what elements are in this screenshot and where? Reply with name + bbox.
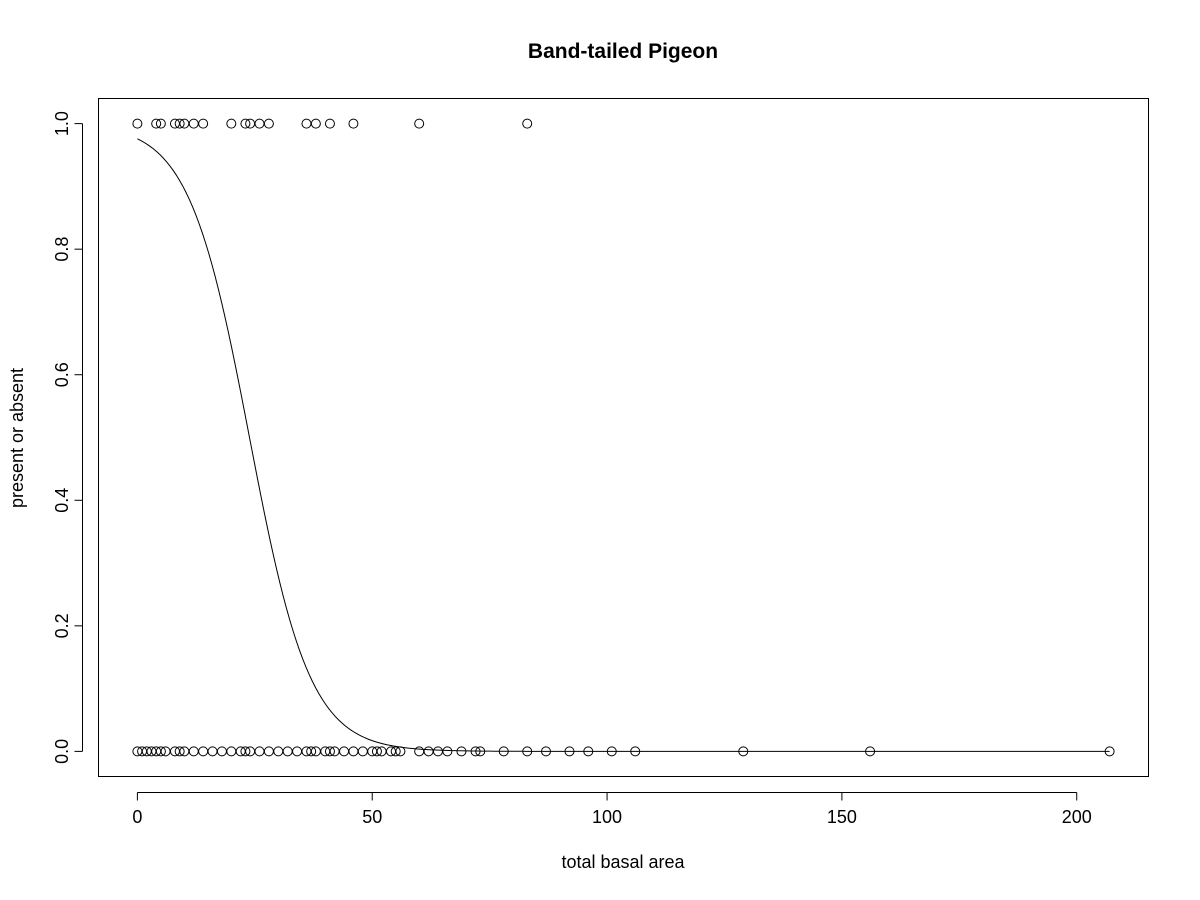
data-point-absent — [470, 746, 481, 757]
data-point-absent — [292, 746, 303, 757]
data-points — [132, 118, 1115, 757]
data-point-present — [301, 118, 312, 129]
data-point-absent — [348, 746, 359, 757]
data-point-absent — [207, 746, 218, 757]
data-point-present — [174, 118, 185, 129]
data-point-absent — [155, 746, 166, 757]
data-point-present — [240, 118, 251, 129]
y-tick-label: 0.4 — [52, 488, 72, 513]
data-point-absent — [324, 746, 335, 757]
x-axis: 0 50 100 150 200 — [132, 792, 1092, 827]
data-point-absent — [339, 746, 350, 757]
data-point-absent — [498, 746, 509, 757]
data-point-absent — [541, 746, 552, 757]
data-point-absent — [865, 746, 876, 757]
plot-frame — [98, 98, 1149, 777]
y-axis: 0.0 0.2 0.4 0.6 0.8 1.0 — [52, 111, 83, 764]
y-tick-label: 0.2 — [52, 613, 72, 638]
data-point-absent — [423, 746, 434, 757]
data-point-absent — [273, 746, 284, 757]
data-point-absent — [738, 746, 749, 757]
data-point-present — [132, 118, 143, 129]
data-point-absent — [174, 746, 185, 757]
data-point-absent — [188, 746, 199, 757]
data-point-absent — [442, 746, 453, 757]
data-point-present — [414, 118, 425, 129]
data-point-absent — [456, 746, 467, 757]
data-point-present — [188, 118, 199, 129]
data-point-present — [522, 118, 533, 129]
data-point-absent — [1104, 746, 1115, 757]
y-tick-label: 1.0 — [52, 111, 72, 136]
data-point-present — [226, 118, 237, 129]
data-point-present — [254, 118, 265, 129]
y-tick-label: 0.0 — [52, 739, 72, 764]
x-tick-label: 100 — [592, 807, 622, 827]
x-tick-label: 50 — [362, 807, 382, 827]
x-tick-label: 150 — [827, 807, 857, 827]
y-tick-label: 0.6 — [52, 362, 72, 387]
data-point-present — [324, 118, 335, 129]
fitted-logistic-curve — [137, 138, 1110, 752]
x-tick-label: 200 — [1062, 807, 1092, 827]
x-tick-label: 0 — [132, 807, 142, 827]
data-point-absent — [371, 746, 382, 757]
data-point-present — [348, 118, 359, 129]
data-point-absent — [432, 746, 443, 757]
y-axis-label: present or absent — [7, 368, 27, 508]
data-point-absent — [198, 746, 209, 757]
data-point-absent — [282, 746, 293, 757]
data-point-absent — [414, 746, 425, 757]
data-point-absent — [390, 746, 401, 757]
data-point-present — [310, 118, 321, 129]
data-point-absent — [475, 746, 486, 757]
data-point-absent — [254, 746, 265, 757]
data-point-absent — [226, 746, 237, 757]
data-point-absent — [240, 746, 251, 757]
data-point-present — [155, 118, 166, 129]
data-point-absent — [630, 746, 641, 757]
data-point-absent — [564, 746, 575, 757]
data-point-absent — [395, 746, 406, 757]
data-point-absent — [306, 746, 317, 757]
data-point-present — [198, 118, 209, 129]
data-point-absent — [606, 746, 617, 757]
data-point-absent — [357, 746, 368, 757]
data-point-absent — [216, 746, 227, 757]
data-point-absent — [583, 746, 594, 757]
data-point-absent — [263, 746, 274, 757]
data-point-present — [151, 118, 162, 129]
data-point-absent — [522, 746, 533, 757]
data-point-present — [263, 118, 274, 129]
x-axis-label: total basal area — [561, 852, 685, 872]
chart-title: Band-tailed Pigeon — [528, 40, 718, 63]
y-tick-label: 0.8 — [52, 237, 72, 262]
